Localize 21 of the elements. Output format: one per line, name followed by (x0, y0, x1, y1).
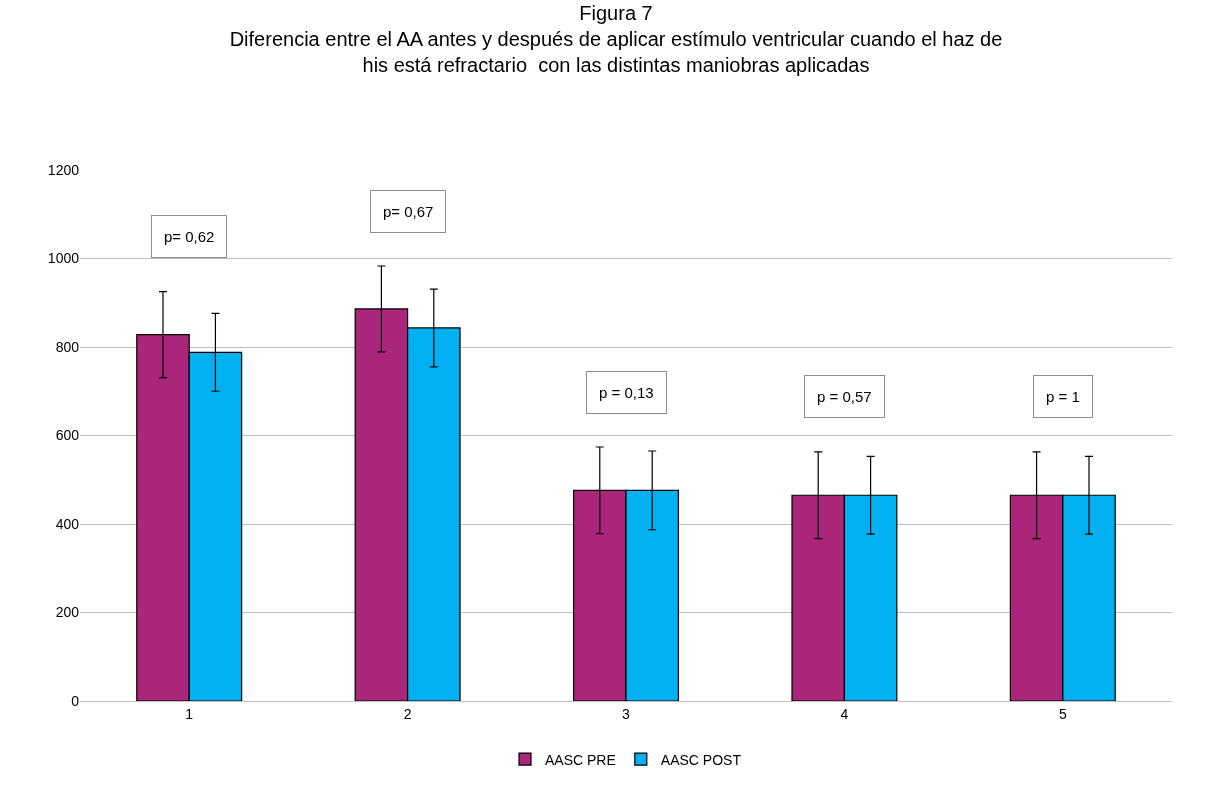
chart-subtitle: Diferencia entre el AA antes y después de aplicar estímulo ventricular cuando el haz de his está refractario con las distintas maniobras aplicadas (229, 28, 1003, 77)
x-tick-label: 5 (1058, 705, 1067, 722)
y-tick-label: 200 (55, 604, 80, 621)
legend-label: AASC PRE (545, 751, 616, 768)
x-tick-label: 4 (840, 705, 849, 722)
y-tick-label: 800 (55, 338, 80, 355)
annotation: p = 0,13 (599, 384, 654, 401)
y-tick-label: 0 (71, 692, 80, 709)
annotation: p= 0,67 (383, 203, 434, 220)
legend-label: AASC POST (660, 751, 742, 768)
annotation: p= 0,62 (164, 228, 215, 245)
x-tick-label: 2 (403, 705, 412, 722)
y-tick-label: 1200 (47, 161, 80, 178)
y-tick-label: 400 (55, 515, 80, 532)
x-tick-label: 1 (185, 705, 194, 722)
x-tick-label: 3 (622, 705, 631, 722)
chart-title: Figura 7 (579, 2, 653, 25)
annotation: p = 1 (1046, 388, 1080, 405)
y-tick-label: 1000 (47, 250, 80, 267)
y-tick-label: 600 (55, 427, 80, 444)
annotation: p = 0,57 (817, 388, 872, 405)
